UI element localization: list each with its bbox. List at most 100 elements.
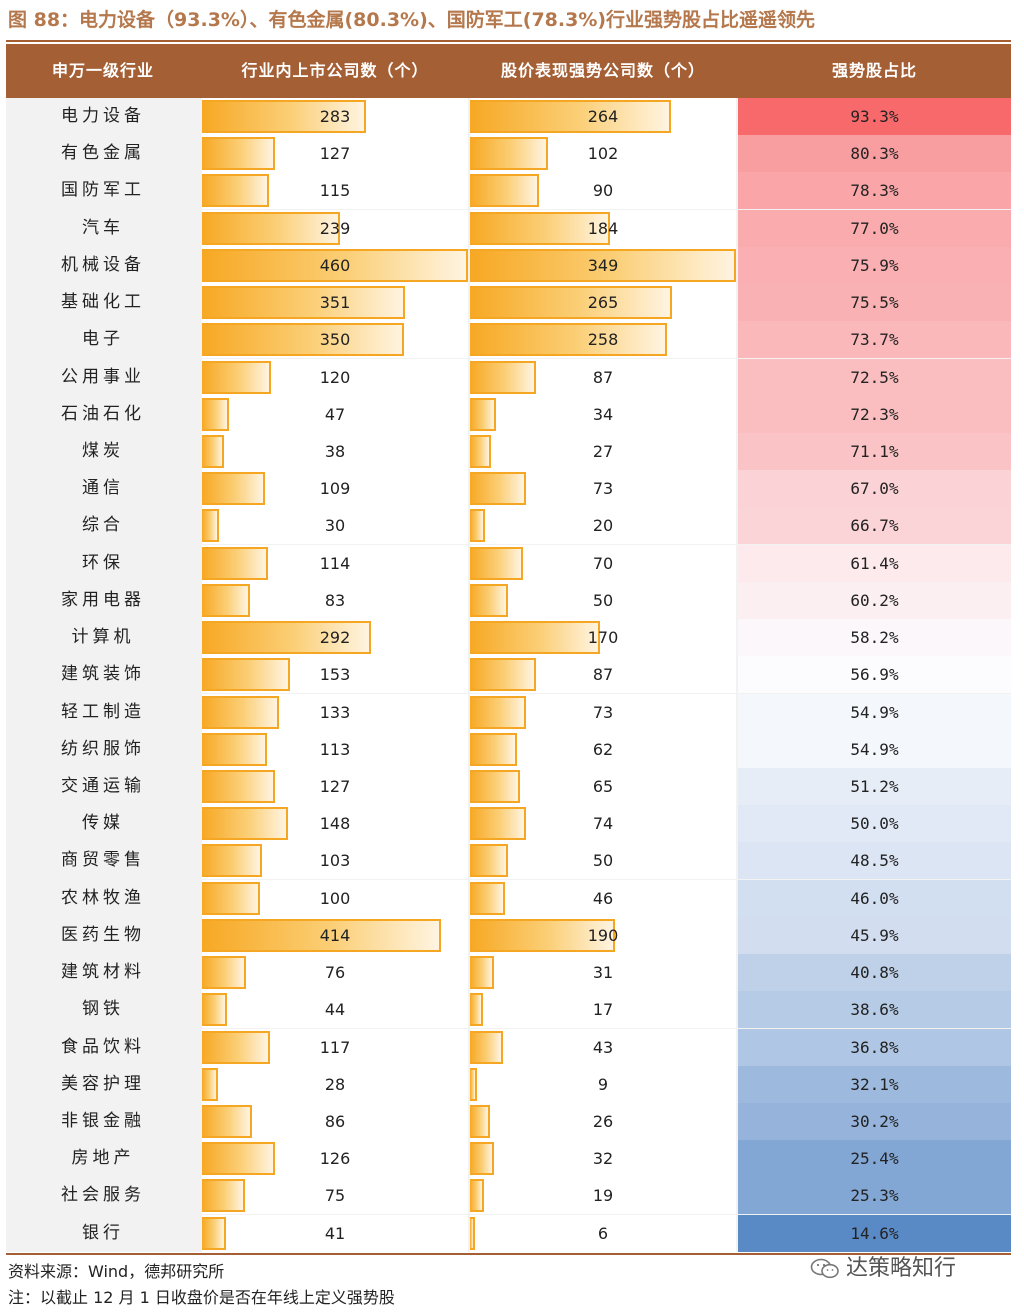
table-row: 汽车 239 184 77.0% — [6, 209, 1011, 247]
industry-name: 社会服务 — [61, 1185, 145, 1206]
listed-bar — [202, 248, 468, 282]
strong-value: 90 — [592, 181, 614, 201]
listed-value: 153 — [319, 665, 351, 685]
industry-name: 电子 — [82, 329, 124, 350]
table-row: 社会服务 75 19 25.3% — [6, 1177, 1011, 1215]
strong-ratio-cell: 72.5% — [738, 358, 1011, 396]
table-row: 电子 350 258 73.7% — [6, 321, 1011, 359]
strong-ratio-cell: 38.6% — [738, 991, 1011, 1029]
industry-name: 农林牧渔 — [61, 887, 145, 908]
strong-ratio-cell: 56.9% — [738, 656, 1011, 694]
strong-ratio-cell: 25.3% — [738, 1177, 1011, 1215]
table-row: 传媒 148 74 50.0% — [6, 805, 1011, 843]
strong-bar — [470, 137, 548, 171]
listed-bar — [202, 286, 405, 320]
table-row: 轻工制造 133 73 54.9% — [6, 693, 1011, 731]
listed-bar — [202, 211, 341, 245]
table-row: 美容护理 28 9 32.1% — [6, 1065, 1011, 1103]
listed-bar — [202, 844, 262, 878]
strong-value: 190 — [587, 925, 619, 945]
strong-cell: 19 — [470, 1177, 736, 1215]
strong-cell: 74 — [470, 805, 736, 843]
table-row: 纺织服饰 113 62 54.9% — [6, 730, 1011, 768]
listed-cell: 41 — [202, 1214, 468, 1252]
industry-name: 房地产 — [71, 1148, 135, 1169]
listed-value: 86 — [324, 1111, 346, 1131]
listed-cell: 153 — [202, 656, 468, 694]
strong-bar — [470, 918, 615, 952]
strong-bar — [470, 695, 526, 729]
strong-bar — [470, 658, 537, 692]
table-row: 建筑材料 76 31 40.8% — [6, 954, 1011, 992]
strong-bar — [470, 844, 509, 878]
listed-value: 292 — [319, 628, 351, 648]
strong-bar — [470, 956, 494, 990]
listed-bar — [202, 1142, 275, 1176]
strong-ratio-cell: 72.3% — [738, 395, 1011, 433]
listed-bar — [202, 137, 276, 171]
strong-cell: 65 — [470, 767, 736, 805]
strong-bar — [470, 1104, 490, 1138]
strong-bar — [470, 248, 736, 282]
strong-value: 73 — [592, 702, 614, 722]
strong-value: 74 — [592, 814, 614, 834]
strong-value: 258 — [587, 330, 619, 350]
strong-cell: 264 — [470, 98, 736, 135]
strong-ratio-cell: 25.4% — [738, 1140, 1011, 1178]
industry-name: 商贸零售 — [61, 850, 145, 871]
table-row: 机械设备 460 349 75.9% — [6, 246, 1011, 284]
listed-bar — [202, 769, 276, 803]
strong-cell: 20 — [470, 507, 736, 545]
strong-ratio-cell: 36.8% — [738, 1028, 1011, 1066]
table-row: 医药生物 414 190 45.9% — [6, 916, 1011, 954]
listed-value: 126 — [319, 1149, 351, 1169]
listed-bar — [202, 695, 279, 729]
listed-value: 133 — [319, 702, 351, 722]
table-row: 综合 30 20 66.7% — [6, 507, 1011, 545]
strong-bar — [470, 397, 496, 431]
strong-ratio-cell: 66.7% — [738, 507, 1011, 545]
listed-bar — [202, 732, 268, 766]
strong-value: 184 — [587, 218, 619, 238]
table-row: 有色金属 127 102 80.3% — [6, 135, 1011, 173]
strong-cell: 34 — [470, 395, 736, 433]
strong-bar — [470, 1179, 485, 1213]
listed-cell: 127 — [202, 135, 468, 173]
strong-cell: 258 — [470, 321, 736, 359]
listed-value: 239 — [319, 218, 351, 238]
strong-value: 170 — [587, 628, 619, 648]
strong-bar — [470, 100, 672, 133]
table-row: 公用事业 120 87 72.5% — [6, 358, 1011, 396]
strong-ratio-cell: 58.2% — [738, 619, 1011, 657]
table-row: 电力设备 283 264 93.3% — [6, 98, 1011, 135]
listed-value: 38 — [324, 441, 346, 461]
strong-ratio-cell: 54.9% — [738, 693, 1011, 731]
strong-ratio-cell: 54.9% — [738, 730, 1011, 768]
strong-ratio-cell: 46.0% — [738, 879, 1011, 917]
strong-value: 46 — [592, 888, 614, 908]
listed-cell: 351 — [202, 284, 468, 322]
listed-value: 28 — [324, 1074, 346, 1094]
strong-value: 50 — [592, 851, 614, 871]
strong-value: 20 — [592, 516, 614, 536]
industry-name: 石油石化 — [61, 403, 145, 424]
strong-ratio-cell: 60.2% — [738, 581, 1011, 619]
strong-bar — [470, 472, 526, 506]
listed-cell: 30 — [202, 507, 468, 545]
table-row: 非银金融 86 26 30.2% — [6, 1102, 1011, 1140]
strong-ratio-cell: 75.9% — [738, 246, 1011, 284]
listed-value: 351 — [319, 293, 351, 313]
listed-value: 115 — [319, 181, 351, 201]
listed-value: 76 — [324, 963, 346, 983]
listed-bar — [202, 807, 288, 841]
industry-name: 建筑装饰 — [61, 664, 145, 685]
listed-value: 350 — [319, 330, 351, 350]
strong-value: 17 — [592, 1000, 614, 1020]
strong-value: 32 — [592, 1149, 614, 1169]
strong-bar — [470, 1142, 495, 1176]
listed-bar — [202, 1216, 226, 1250]
listed-cell: 414 — [202, 916, 468, 954]
listed-cell: 76 — [202, 954, 468, 992]
header-strong-count: 股价表现强势公司数（个） — [500, 61, 705, 80]
strong-cell: 46 — [470, 879, 736, 917]
